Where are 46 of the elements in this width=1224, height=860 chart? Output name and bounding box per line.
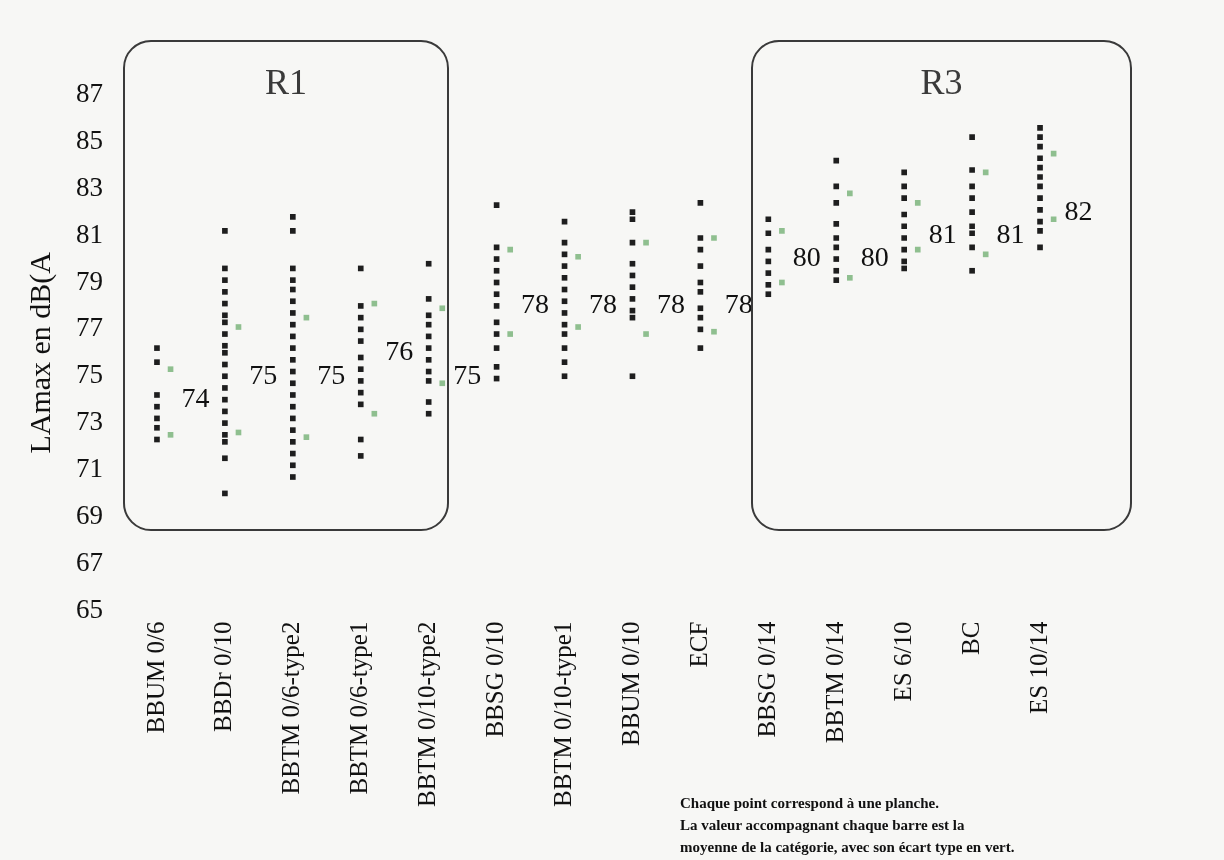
y-tick-label: 75: [76, 359, 103, 390]
x-tick-label: BBTM 0/10-type1: [549, 621, 577, 808]
x-tick-label: ECF: [684, 621, 712, 668]
annotation: 80: [792, 241, 821, 273]
y-tick-label: 79: [76, 265, 103, 296]
y-tick-label: 85: [76, 124, 103, 155]
x-tick-label: ES 6/10: [888, 621, 916, 702]
y-tick-label: 69: [76, 499, 103, 530]
annotation: 80: [860, 241, 889, 273]
y-tick-label: 77: [76, 312, 103, 343]
annotation: 76: [385, 335, 414, 367]
annotation: 74: [181, 382, 210, 414]
annotation: 75: [317, 358, 346, 390]
annotation: 78: [724, 288, 753, 320]
annotation: 75: [453, 358, 482, 390]
x-tick-label: BBTM 0/14: [820, 621, 848, 744]
x-tick-label: BBUM 0/10: [617, 621, 645, 746]
annotation: 81: [928, 217, 957, 249]
annotation: 82: [1064, 194, 1093, 226]
y-tick-label: 71: [76, 453, 103, 484]
text: moyenne de la catégorie, avec son écart type en vert.: [680, 838, 1015, 857]
x-tick-label: BBSG 0/14: [752, 621, 780, 738]
annotation: 78: [521, 288, 550, 320]
x-tick-label: BBTM 0/10-type2: [413, 621, 441, 808]
annotation: 78: [656, 288, 685, 320]
x-tick-label: BBTM 0/6-type1: [345, 621, 373, 795]
y-tick-label: 87: [76, 78, 103, 109]
x-tick-label: BBSG 0/10: [481, 621, 509, 738]
text: La valeur accompagnant chaque barre est la: [680, 816, 966, 835]
y-tick-label: 73: [76, 406, 103, 437]
annotation: 81: [996, 217, 1025, 249]
x-tick-label: BBDr 0/10: [209, 621, 237, 733]
y-tick-label: 65: [76, 593, 103, 624]
x-tick-label: BC: [956, 621, 984, 655]
x-tick-label: BBUM 0/6: [141, 621, 169, 734]
y-axis-title: LAmax en dB(A: [22, 251, 57, 454]
x-tick-label: BBTM 0/6-type2: [277, 621, 305, 795]
annotation: 75: [249, 358, 278, 390]
annotation: R1: [265, 62, 308, 102]
text: Chaque point correspond à une planche.: [680, 794, 940, 813]
x-tick-label: ES 10/14: [1024, 621, 1052, 714]
y-tick-label: 81: [76, 218, 103, 249]
annotation: 78: [588, 288, 617, 320]
y-tick-label: 67: [76, 546, 103, 577]
y-tick-label: 83: [76, 171, 103, 202]
annotation: R3: [920, 62, 963, 102]
